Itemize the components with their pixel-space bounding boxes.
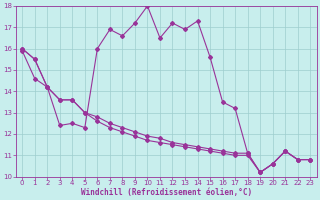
X-axis label: Windchill (Refroidissement éolien,°C): Windchill (Refroidissement éolien,°C): [81, 188, 252, 197]
